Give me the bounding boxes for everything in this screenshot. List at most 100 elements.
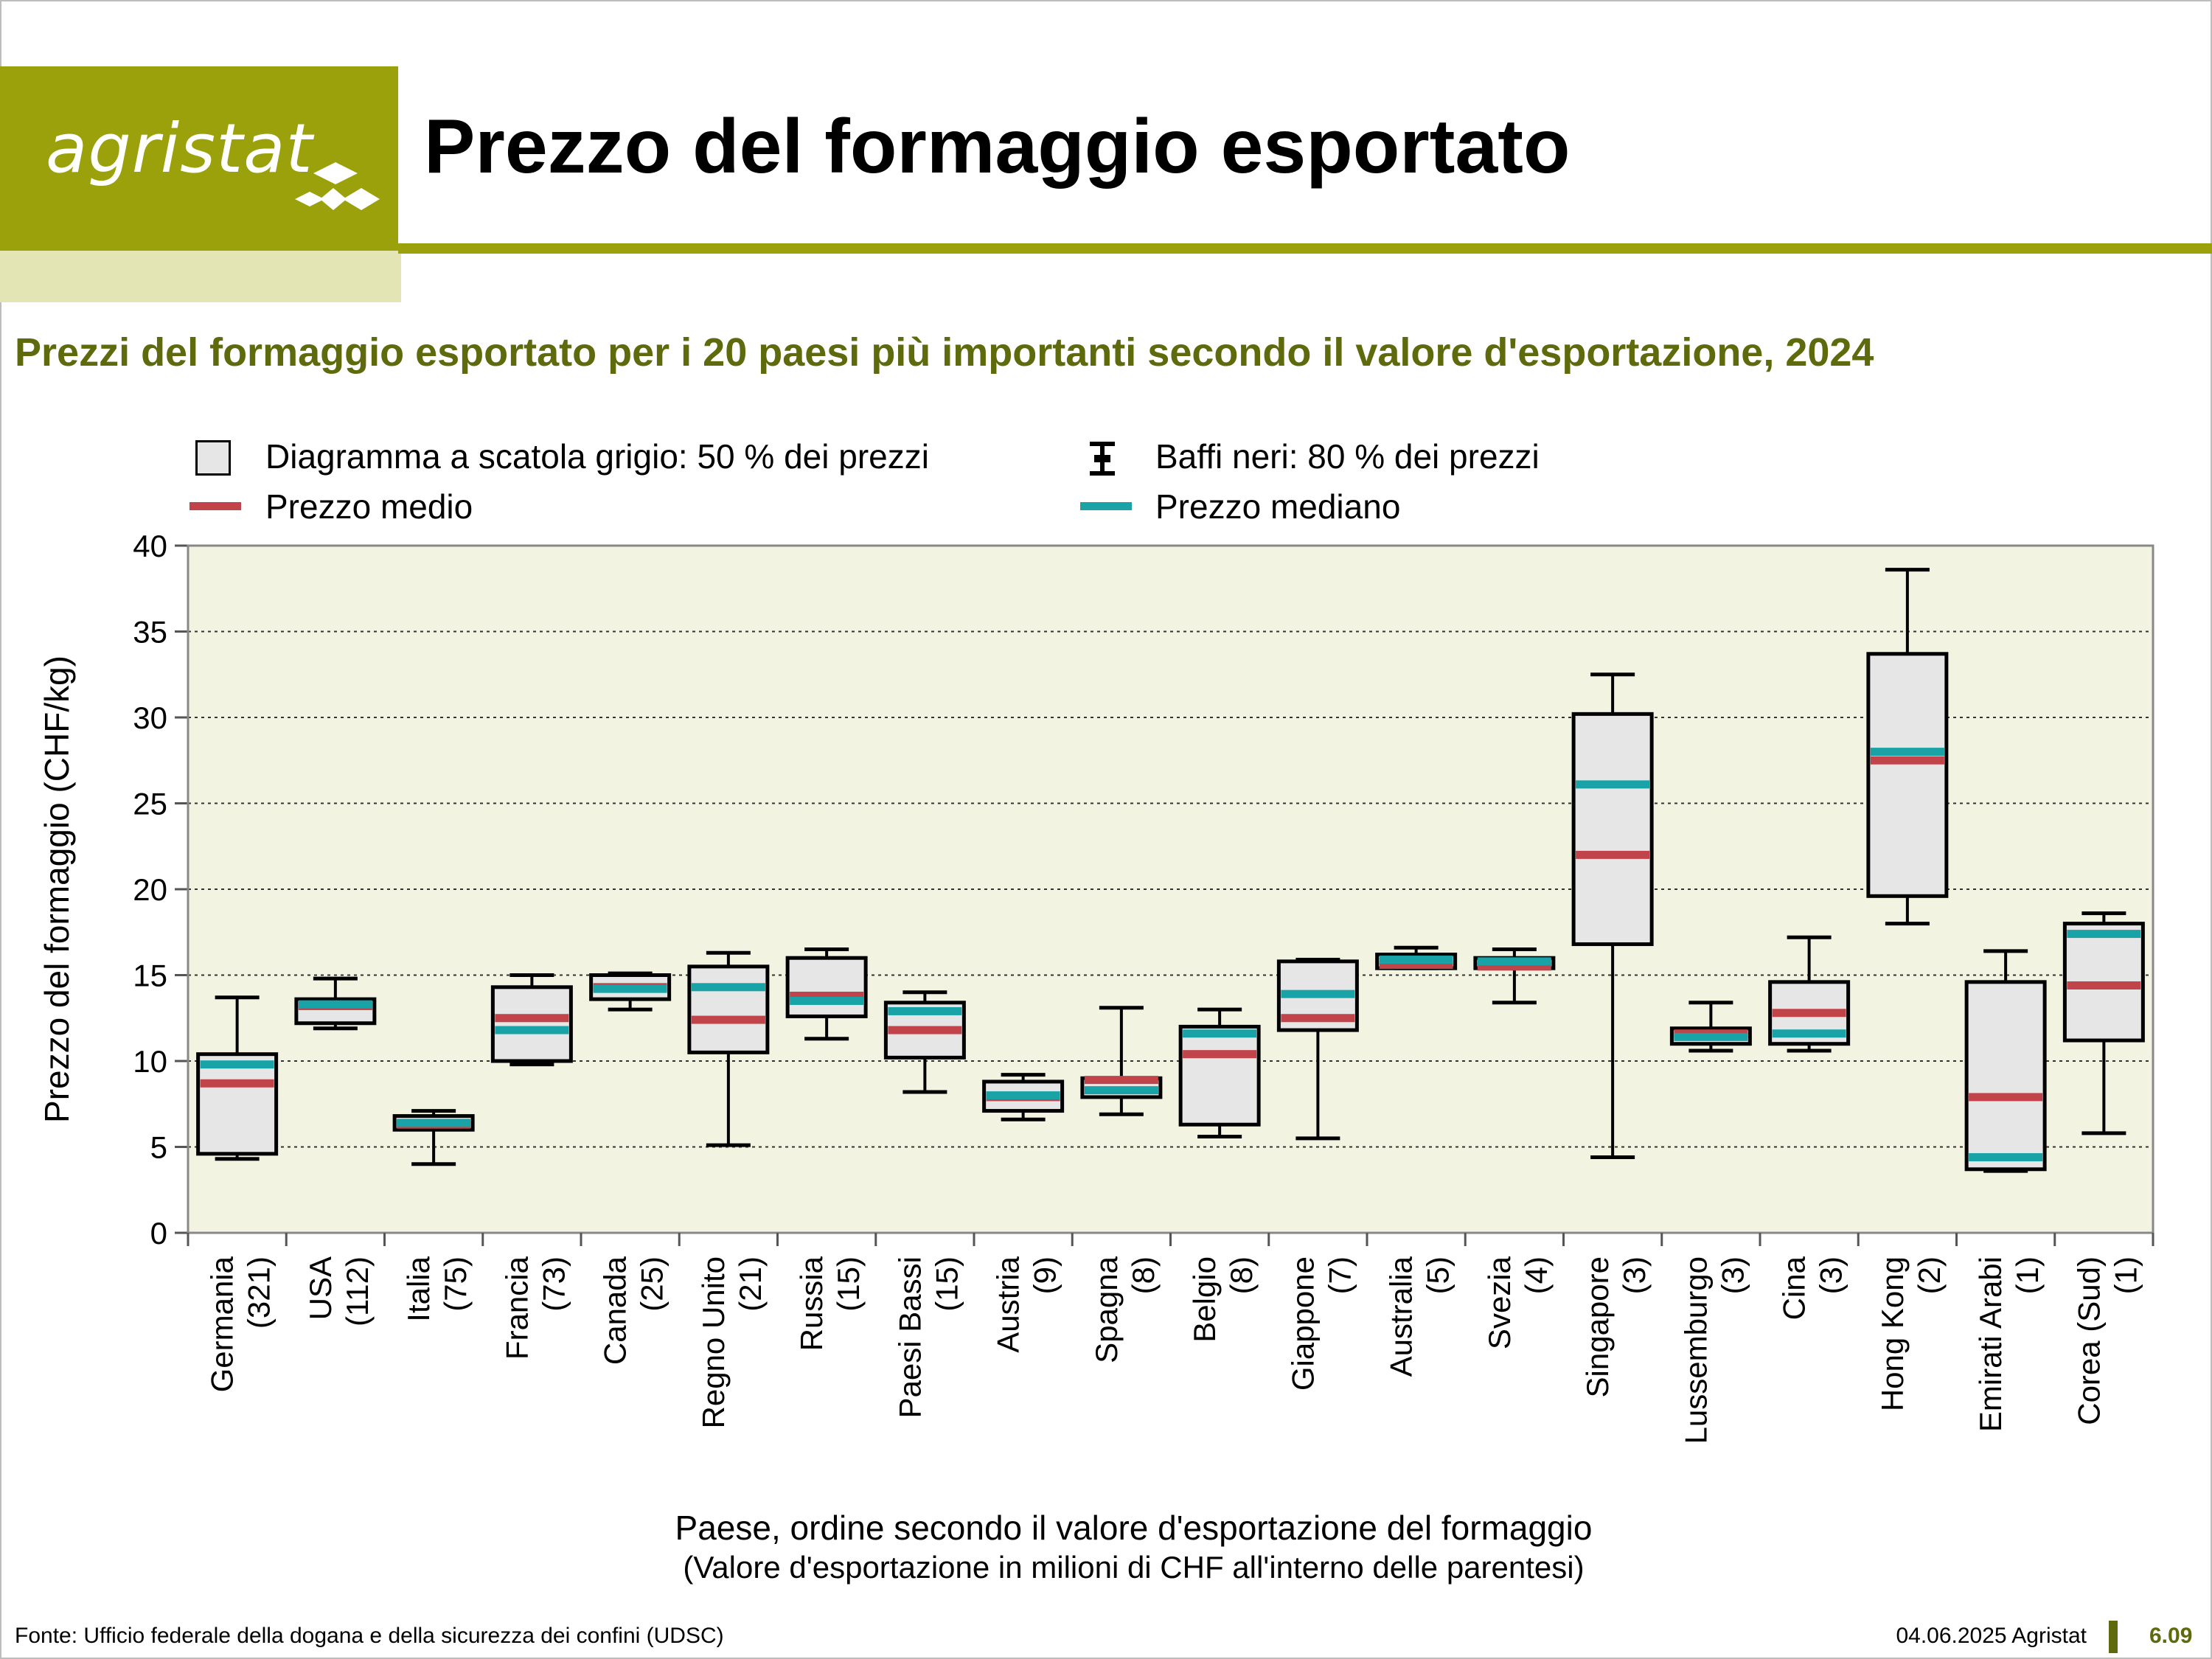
x-category-value: (8) <box>1126 1256 1161 1294</box>
x-category-label: Canada <box>598 1256 633 1365</box>
page-number: 6.09 <box>2149 1624 2193 1648</box>
x-category-label: Belgio <box>1187 1256 1222 1343</box>
box-emirati-arabi <box>1964 980 2047 1172</box>
mean-marker <box>1183 1050 1257 1059</box>
x-category-label: Francia <box>499 1256 534 1360</box>
median-marker <box>1477 957 1551 966</box>
box-germania <box>196 1052 279 1156</box>
x-category-label: Svezia <box>1482 1256 1517 1349</box>
x-category-value: (1) <box>2108 1256 2143 1294</box>
x-category-value: (4) <box>1519 1256 1554 1294</box>
median-marker <box>1969 1152 2043 1161</box>
x-category-value: (3) <box>1617 1256 1652 1294</box>
x-category-value: (3) <box>1814 1256 1848 1294</box>
y-tick-label: 40 <box>133 529 167 563</box>
median-marker <box>2067 930 2141 939</box>
y-axis-label: Prezzo del formaggio (CHF/kg) <box>38 655 76 1123</box>
x-category-label: Lussemburgo <box>1678 1256 1713 1444</box>
median-marker <box>298 1000 372 1009</box>
legend-whisker-label: Baffi neri: 80 % dei prezzi <box>1155 437 1540 476</box>
box-francia <box>490 985 573 1063</box>
x-category-value: (21) <box>733 1256 768 1312</box>
legend-whisker-icon <box>1090 442 1115 476</box>
x-category-label: USA <box>303 1256 338 1320</box>
page-title: Prezzo del formaggio esportato <box>424 104 1571 189</box>
mean-marker <box>1870 756 1944 765</box>
x-category-value: (7) <box>1322 1256 1357 1294</box>
y-tick-label: 25 <box>133 787 167 821</box>
logo-underband <box>0 251 401 302</box>
x-category-label: Paesi Bassi <box>892 1256 927 1418</box>
x-category-value: (15) <box>831 1256 866 1312</box>
y-tick-label: 0 <box>150 1216 167 1251</box>
legend-mean-swatch <box>189 502 241 510</box>
x-category-value: (321) <box>242 1256 276 1329</box>
x-category-label: Giappone <box>1285 1256 1320 1391</box>
median-marker <box>986 1091 1060 1100</box>
logo-diamond-icon <box>295 162 380 210</box>
legend-mean-label: Prezzo medio <box>265 487 473 526</box>
x-category-value: (3) <box>1715 1256 1750 1294</box>
x-category-value: (25) <box>635 1256 669 1312</box>
x-category-label: Hong Kong <box>1875 1256 1910 1411</box>
y-tick-label: 10 <box>133 1044 167 1079</box>
y-tick-label: 20 <box>133 872 167 907</box>
median-marker <box>1183 1029 1257 1038</box>
mean-marker <box>1576 850 1650 859</box>
y-tick-label: 5 <box>150 1130 167 1165</box>
x-category-label: Singapore <box>1580 1256 1615 1397</box>
x-category-value: (2) <box>1912 1256 1947 1294</box>
footer-source: Fonte: Ufficio federale della dogana e d… <box>15 1624 724 1648</box>
legend-box-label: Diagramma a scatola grigio: 50 % dei pre… <box>265 437 929 476</box>
median-marker <box>1870 748 1944 757</box>
boxplot-chart: 0 5 10 15 20 25 30 35 40 Prezzo del formaggio (CH… <box>38 529 2154 1585</box>
x-category-label: Regno Unito <box>696 1256 731 1428</box>
x-category-value: (75) <box>438 1256 473 1312</box>
box-belgio <box>1178 1024 1261 1127</box>
median-marker <box>593 984 667 993</box>
x-axis-note: (Valore d'esportazione in milioni di CHF… <box>683 1550 1584 1585</box>
agristat-logo: agristat <box>46 109 313 188</box>
box-regno-unito <box>687 964 770 1054</box>
mean-marker <box>1084 1076 1158 1085</box>
x-category-value: (73) <box>536 1256 571 1312</box>
header-rule <box>398 243 2212 254</box>
x-category-label: Emirati Arabi <box>1973 1256 2008 1432</box>
x-category-label: Russia <box>794 1256 829 1351</box>
mean-marker <box>1477 962 1551 971</box>
footer-divider <box>2109 1621 2118 1653</box>
median-marker <box>1576 780 1650 789</box>
chart-subtitle: Prezzi del formaggio esportato per i 20 … <box>15 330 1874 375</box>
x-category-value: (15) <box>929 1256 964 1312</box>
mean-marker <box>200 1079 274 1088</box>
y-tick-label: 30 <box>133 700 167 735</box>
median-marker <box>1674 1032 1748 1041</box>
legend-median-label: Prezzo mediano <box>1155 487 1401 526</box>
median-marker <box>790 996 864 1005</box>
mean-marker <box>2067 981 2141 990</box>
logo-block <box>0 66 398 251</box>
mean-marker <box>1772 1009 1846 1018</box>
x-category-label: Cina <box>1777 1256 1812 1320</box>
mean-marker <box>1379 961 1453 970</box>
box-russia <box>785 956 868 1018</box>
x-category-label: Austria <box>991 1256 1026 1352</box>
median-marker <box>1084 1086 1158 1095</box>
median-marker <box>200 1060 274 1069</box>
median-marker <box>397 1119 471 1127</box>
x-category-value: (9) <box>1028 1256 1062 1294</box>
legend-box-swatch <box>195 440 231 476</box>
legend-median-swatch <box>1080 502 1132 510</box>
x-category-value: (112) <box>340 1256 375 1326</box>
x-category-value: (1) <box>2010 1256 2045 1294</box>
x-category-label: Australia <box>1384 1256 1419 1377</box>
mean-marker <box>790 991 864 1000</box>
median-marker <box>1379 956 1453 964</box>
median-marker <box>888 1006 962 1015</box>
x-category-value: (8) <box>1224 1256 1259 1294</box>
box-hong-kong <box>1866 652 1949 898</box>
mean-marker <box>1969 1093 2043 1102</box>
mean-marker <box>691 1015 765 1024</box>
median-marker <box>495 1026 569 1034</box>
